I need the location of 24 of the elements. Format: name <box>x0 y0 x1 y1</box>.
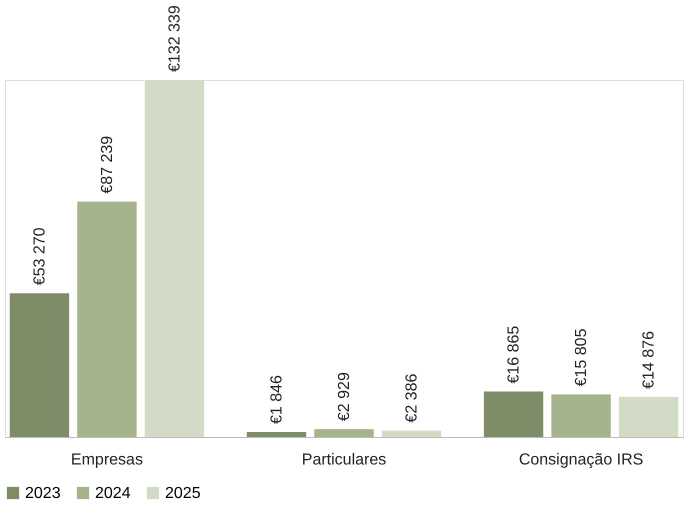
data-label: €87 239 <box>98 136 116 194</box>
bar <box>77 202 137 437</box>
bar <box>382 430 442 437</box>
data-label: €53 270 <box>31 227 48 286</box>
data-label: €2 386 <box>403 374 420 423</box>
data-label: €16 865 <box>506 326 523 384</box>
data-label: €1 846 <box>268 374 286 424</box>
data-label: €132 339 <box>166 5 184 72</box>
data-label: €14 876 <box>640 330 658 389</box>
bar <box>314 429 374 437</box>
data-label: €15 805 <box>573 328 590 386</box>
bar <box>618 396 678 437</box>
data-label: €2 929 <box>336 372 353 422</box>
bar <box>551 394 611 437</box>
bar <box>10 293 70 437</box>
x-tick-label: Particulares <box>302 452 386 468</box>
x-tick-label: Consignação IRS <box>518 452 644 468</box>
bar <box>144 80 204 437</box>
legend-label: 2023 <box>25 485 61 502</box>
bar <box>484 392 544 437</box>
legend-label: 2025 <box>165 485 201 502</box>
bar <box>246 432 306 437</box>
legend-label: 2024 <box>95 485 131 502</box>
x-tick-label: Empresas <box>70 452 143 468</box>
